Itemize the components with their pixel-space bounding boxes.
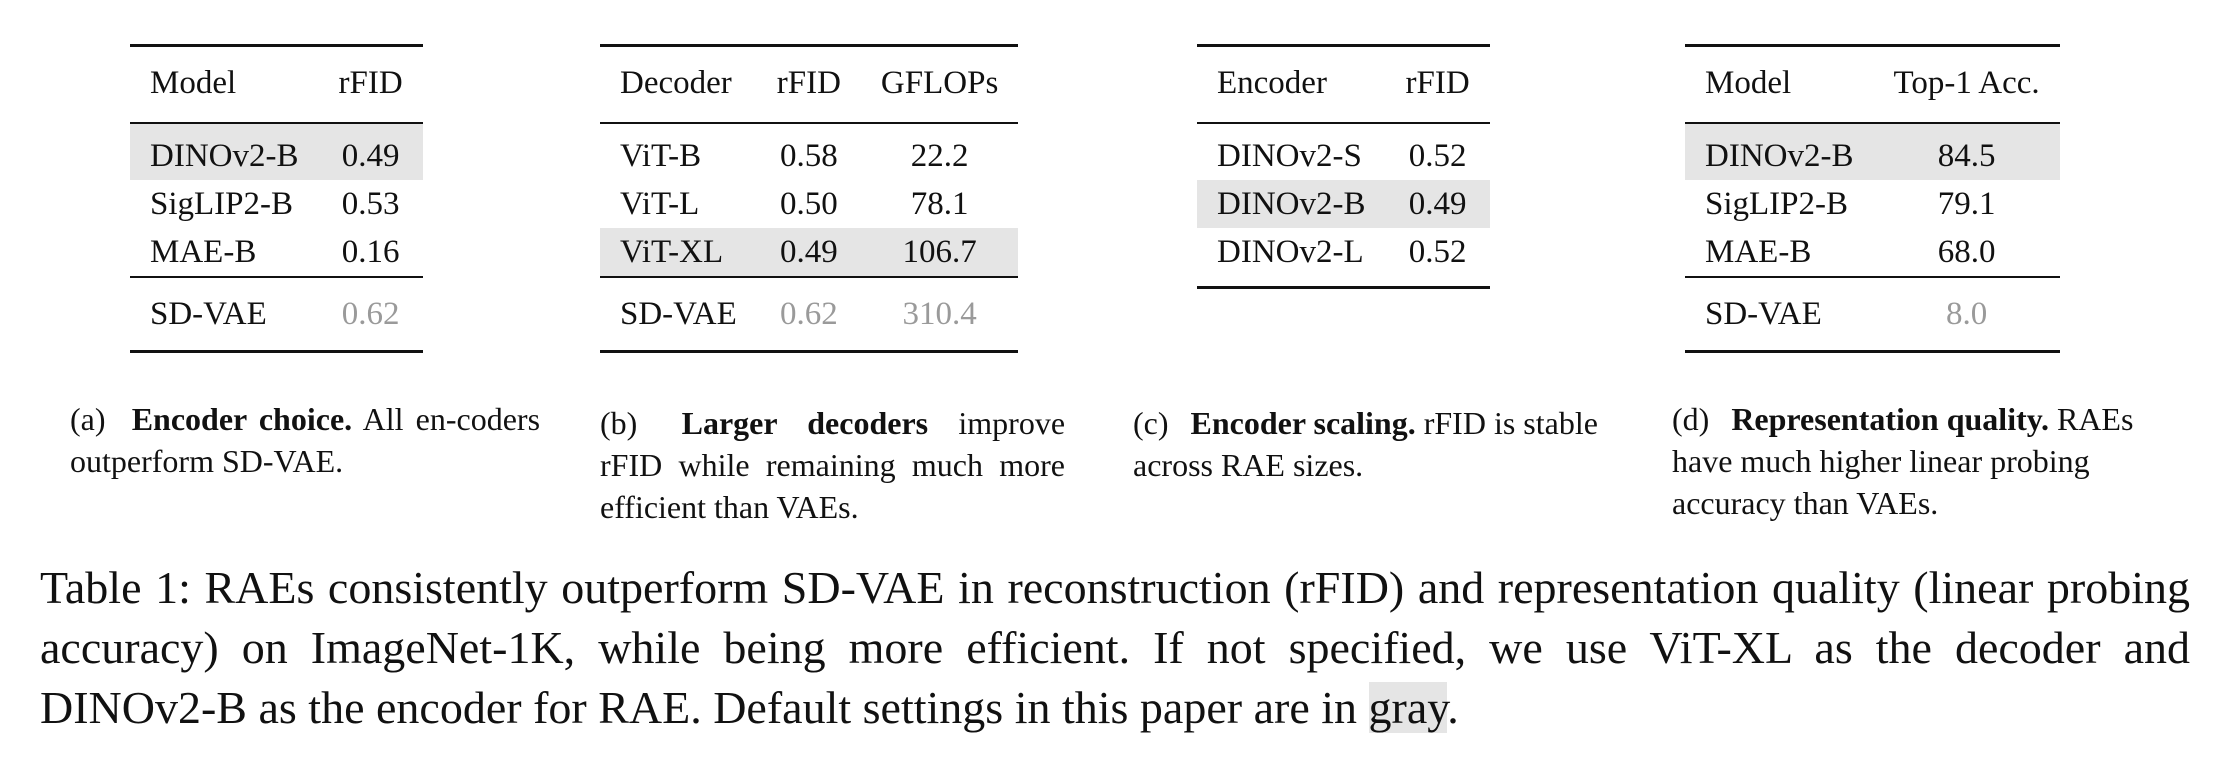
cell: 0.49: [756, 228, 861, 277]
cell: 8.0: [1945, 295, 1988, 332]
col-header: Top-1 Acc.: [1893, 65, 2040, 101]
cell: DINOv2-B: [1685, 123, 1874, 180]
cell: 68.0: [1937, 233, 1996, 270]
table-representation-quality: Model Top-1 Acc. DINOv2-B 84.5 SigLIP2-B…: [1685, 44, 2105, 353]
subcaption-label: (c): [1133, 405, 1169, 441]
cell: 78.1: [910, 185, 969, 222]
table-row: DINOv2-L 0.52: [1197, 228, 1490, 288]
col-header: rFID: [1405, 65, 1470, 101]
col-header: GFLOPs: [880, 65, 999, 101]
cell: SD-VAE: [1705, 295, 1822, 332]
table-header-row: Decoder rFID GFLOPs: [600, 45, 1019, 123]
cell: MAE-B: [1705, 233, 1812, 270]
cell: 22.2: [910, 137, 969, 174]
caption-end: .: [1447, 682, 1459, 733]
col-header: Encoder: [1217, 65, 1327, 101]
cell: 0.49: [318, 123, 423, 180]
cell: MAE-B: [150, 233, 257, 270]
baseline-row: SD-VAE 0.62 310.4: [600, 277, 1018, 352]
cell: SD-VAE: [150, 295, 267, 332]
table-caption: Table 1: RAEs consistently outperform SD…: [40, 558, 2190, 738]
cell: 84.5: [1873, 123, 2060, 180]
cell: SigLIP2-B: [150, 185, 294, 222]
cell: ViT-L: [620, 185, 700, 222]
cell: 310.4: [902, 295, 977, 332]
cell: ViT-B: [620, 137, 702, 174]
cell: 0.62: [779, 295, 838, 332]
table-row: ViT-L 0.50 78.1: [600, 180, 1018, 228]
subcaption-text: improve rFID while remaining much more e…: [600, 405, 1066, 525]
subcaption-d: (d) Representation quality. RAEs have mu…: [1672, 398, 2142, 524]
table-row: ViT-XL 0.49 106.7: [600, 228, 1019, 277]
table-row: ViT-B 0.58 22.2: [600, 123, 1018, 180]
table-row: DINOv2-B 84.5: [1685, 123, 2060, 180]
caption-text: Table 1: RAEs consistently outperform SD…: [40, 562, 2190, 733]
cell: 0.52: [1408, 233, 1467, 270]
subcaption-text: RAEs have much higher linear probing acc…: [1672, 401, 2134, 521]
table-decoder-size: Decoder rFID GFLOPs ViT-B 0.58 22.2 ViT-…: [600, 44, 1070, 353]
subcaption-b: (b) Larger decoders improve rFID while r…: [600, 402, 1065, 528]
cell: SD-VAE: [620, 295, 737, 332]
col-header: rFID: [776, 65, 841, 101]
subcaption-text: All en-coders outperform SD-VAE.: [70, 401, 541, 479]
cell: 0.50: [779, 185, 838, 222]
baseline-row: SD-VAE 0.62: [130, 277, 423, 352]
subcaption-c: (c) Encoder scaling. rFID is stable acro…: [1133, 402, 1623, 486]
subcaption-title: Encoder scaling.: [1190, 405, 1416, 441]
table-row: DINOv2-B 0.49: [1197, 180, 1490, 228]
table-row: SigLIP2-B 79.1: [1685, 180, 2060, 228]
cell: 0.52: [1408, 137, 1467, 174]
table-header-row: Model Top-1 Acc.: [1685, 45, 2060, 123]
cell: ViT-XL: [600, 228, 757, 277]
table-header-row: Model rFID: [130, 45, 423, 123]
caption-gray-highlight: gray: [1368, 682, 1448, 733]
subcaption-text: rFID is stable across RAE sizes.: [1133, 405, 1598, 483]
table-row: SigLIP2-B 0.53: [130, 180, 423, 228]
cell: 79.1: [1937, 185, 1996, 222]
cell: SigLIP2-B: [1705, 185, 1849, 222]
cell: 0.58: [779, 137, 838, 174]
subcaption-label: (a): [70, 401, 106, 437]
col-header: Model: [150, 65, 237, 101]
cell: DINOv2-B: [130, 123, 319, 180]
cell: DINOv2-L: [1217, 233, 1364, 270]
cell: 0.16: [341, 233, 400, 270]
table-header-row: Encoder rFID: [1197, 45, 1490, 123]
subcaption-title: Larger decoders: [681, 405, 929, 441]
cell: DINOv2-B: [1197, 180, 1386, 228]
table-row: DINOv2-B 0.49: [130, 123, 423, 180]
cell: 0.49: [1385, 180, 1490, 228]
subcaption-label: (d): [1672, 401, 1710, 437]
cell: 0.53: [341, 185, 400, 222]
col-header: Decoder: [620, 65, 732, 101]
subcaption-title: Encoder choice.: [131, 401, 353, 437]
subcaption-label: (b): [600, 405, 638, 441]
cell: DINOv2-S: [1217, 137, 1362, 174]
subcaption-title: Representation quality.: [1731, 401, 2049, 437]
table-row: MAE-B 68.0: [1685, 228, 2060, 277]
table-encoder-scaling: Encoder rFID DINOv2-S 0.52 DINOv2-B 0.49…: [1197, 44, 1527, 289]
cell: 0.62: [341, 295, 400, 332]
table-row: MAE-B 0.16: [130, 228, 423, 277]
col-header: rFID: [338, 65, 403, 101]
baseline-row: SD-VAE 8.0: [1685, 277, 2060, 352]
table-row: DINOv2-S 0.52: [1197, 123, 1490, 180]
subcaption-a: (a) Encoder choice. All en-coders outper…: [70, 398, 540, 482]
cell: 106.7: [860, 228, 1019, 277]
col-header: Model: [1705, 65, 1792, 101]
table-encoder-choice: Model rFID DINOv2-B 0.49 SigLIP2-B 0.53 …: [130, 44, 460, 353]
